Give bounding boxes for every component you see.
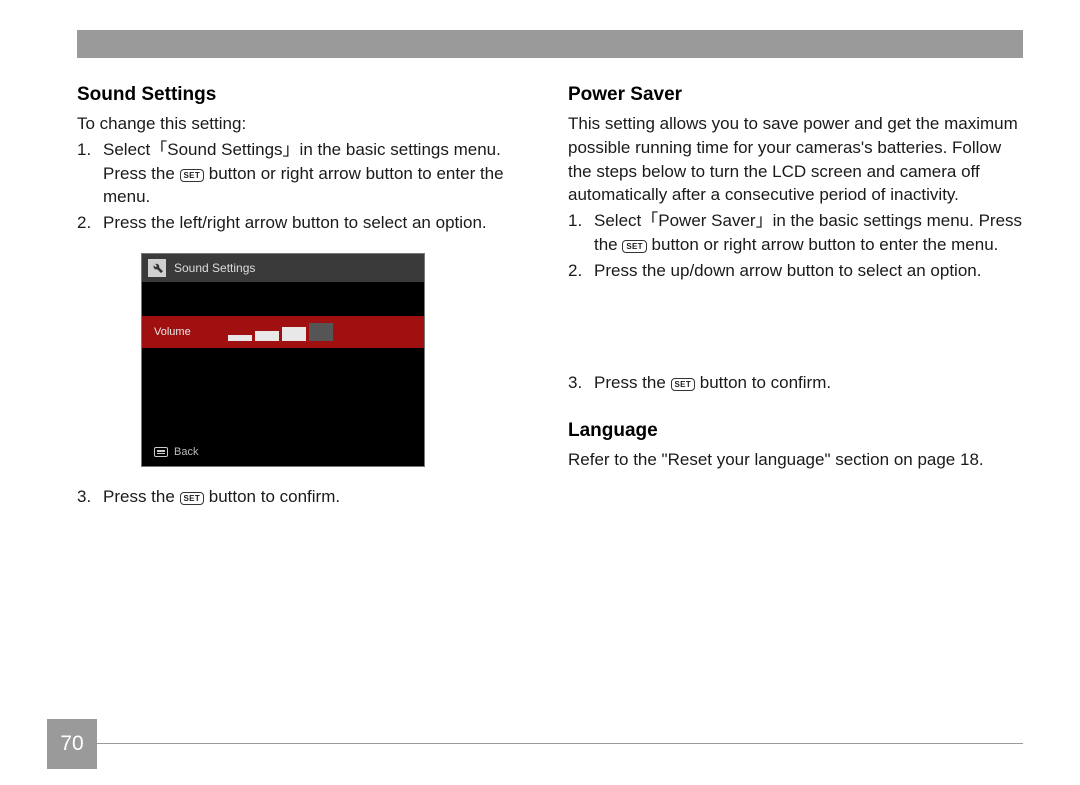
intro-text: To change this setting: bbox=[77, 112, 532, 136]
screen-title: Sound Settings bbox=[174, 261, 255, 275]
spacer bbox=[568, 285, 1023, 371]
camera-screen: Sound Settings Volume Back bbox=[141, 253, 425, 467]
ps-step3-text-b: button to confirm. bbox=[695, 373, 831, 392]
ps-step3-text-a: Press the bbox=[594, 373, 671, 392]
wrench-icon bbox=[148, 259, 166, 277]
volume-bar-1 bbox=[228, 335, 252, 341]
right-column: Power Saver This setting allows you to s… bbox=[568, 84, 1023, 511]
footer-line bbox=[97, 743, 1023, 744]
set-button-icon: SET bbox=[180, 169, 204, 182]
ps-step-3: Press the SET button to confirm. bbox=[568, 371, 1023, 395]
power-saver-intro: This setting allows you to save power an… bbox=[568, 112, 1023, 207]
volume-row: Volume bbox=[142, 316, 424, 348]
ps-step1-text-b: button or right arrow button to enter th… bbox=[647, 235, 999, 254]
back-label: Back bbox=[174, 446, 198, 458]
step-3: Press the SET button to confirm. bbox=[77, 485, 532, 509]
step-1: Select「Sound Settings」in the basic setti… bbox=[77, 138, 532, 209]
heading-power-saver: Power Saver bbox=[568, 84, 1023, 106]
steps-list-left-cont: Press the SET button to confirm. bbox=[77, 485, 532, 509]
page-number: 70 bbox=[47, 719, 97, 769]
set-button-icon: SET bbox=[622, 240, 646, 253]
volume-bar-2 bbox=[255, 331, 279, 341]
ps-step-1: Select「Power Saver」in the basic settings… bbox=[568, 209, 1023, 257]
page-content: Sound Settings To change this setting: S… bbox=[77, 84, 1023, 511]
volume-label: Volume bbox=[154, 326, 228, 338]
language-para: Refer to the "Reset your language" secti… bbox=[568, 448, 1023, 472]
steps-list-left: Select「Sound Settings」in the basic setti… bbox=[77, 138, 532, 235]
step3-text-b: button to confirm. bbox=[204, 487, 340, 506]
steps-list-right: Select「Power Saver」in the basic settings… bbox=[568, 209, 1023, 282]
step-2: Press the left/right arrow button to sel… bbox=[77, 211, 532, 235]
heading-sound-settings: Sound Settings bbox=[77, 84, 532, 106]
header-bar bbox=[77, 30, 1023, 58]
volume-bar-3 bbox=[282, 327, 306, 341]
steps-list-right-cont: Press the SET button to confirm. bbox=[568, 371, 1023, 395]
list-icon bbox=[154, 447, 168, 457]
back-row: Back bbox=[154, 446, 198, 458]
ps-step-2: Press the up/down arrow button to select… bbox=[568, 259, 1023, 283]
left-column: Sound Settings To change this setting: S… bbox=[77, 84, 532, 511]
heading-language: Language bbox=[568, 420, 1023, 442]
volume-bars bbox=[228, 323, 333, 341]
step3-text-a: Press the bbox=[103, 487, 180, 506]
screen-header: Sound Settings bbox=[142, 254, 424, 282]
set-button-icon: SET bbox=[180, 492, 204, 505]
set-button-icon: SET bbox=[671, 378, 695, 391]
volume-bar-4 bbox=[309, 323, 333, 341]
